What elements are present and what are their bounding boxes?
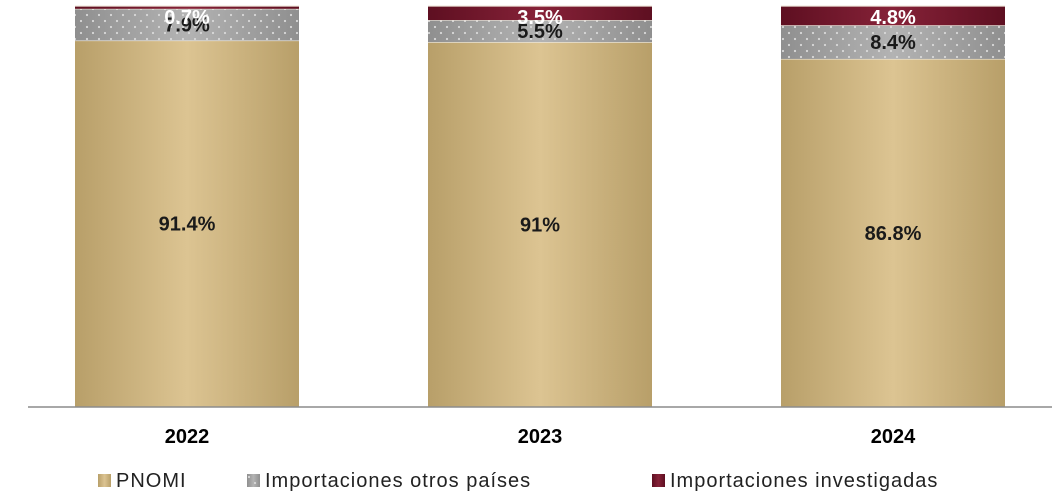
bar-2024-importaciones-investigadas <box>781 6 1005 26</box>
data-label-2024-pnomi: 86.8% <box>865 223 922 245</box>
bar-2022-pnomi <box>75 40 299 408</box>
legend-label-pnomi: PNOMI <box>116 470 187 492</box>
data-label-2024-importaciones-otros-paises: 8.4% <box>870 32 916 54</box>
data-label-2023-importaciones-otros-paises: 5.5% <box>517 21 563 43</box>
bar-2023-importaciones-investigadas <box>428 6 652 21</box>
legend-swatch-importaciones-investigadas <box>652 474 665 487</box>
legend-label-importaciones-investigadas: Importaciones investigadas <box>670 470 938 492</box>
legend: PNOMI Importaciones otros países Importaci… <box>98 470 938 492</box>
bar-2022-importaciones-otros-paises-texture <box>75 8 299 41</box>
data-label-2024-importaciones-investigadas: 4.8% <box>870 7 916 29</box>
bar-2023-pnomi <box>428 42 652 408</box>
bar-2024-importaciones-otros-paises-texture <box>781 25 1005 59</box>
legend-label-importaciones-otros-paises: Importaciones otros países <box>265 470 531 492</box>
x-tick-label-2022: 2022 <box>165 426 210 448</box>
category-labels: 2022 2023 2024 <box>165 426 916 448</box>
bars-layer: 91.4% 7.9%0.7% 91% 5.5%3.5% 86.8% 8.4% 4.8% <box>75 5 1005 408</box>
data-label-2023-pnomi: 91% <box>520 215 560 237</box>
legend-swatch-pnomi <box>98 474 111 487</box>
x-tick-label-2023: 2023 <box>518 426 563 448</box>
bar-2023-importaciones-otros-paises-texture <box>428 20 652 43</box>
legend-swatch-texture-importaciones-otros-paises <box>247 474 260 487</box>
data-label-2023-importaciones-investigadas: 3.5% <box>517 7 563 29</box>
x-tick-label-2024: 2024 <box>871 426 916 448</box>
data-label-2022-importaciones-investigadas: 0.7% <box>164 7 210 29</box>
bar-2024-pnomi <box>781 58 1005 407</box>
data-label-2022-pnomi: 91.4% <box>159 214 216 236</box>
data-label-2022-importaciones-otros-paises: 7.9% <box>164 15 210 37</box>
bar-2022-importaciones-investigadas <box>75 6 299 9</box>
